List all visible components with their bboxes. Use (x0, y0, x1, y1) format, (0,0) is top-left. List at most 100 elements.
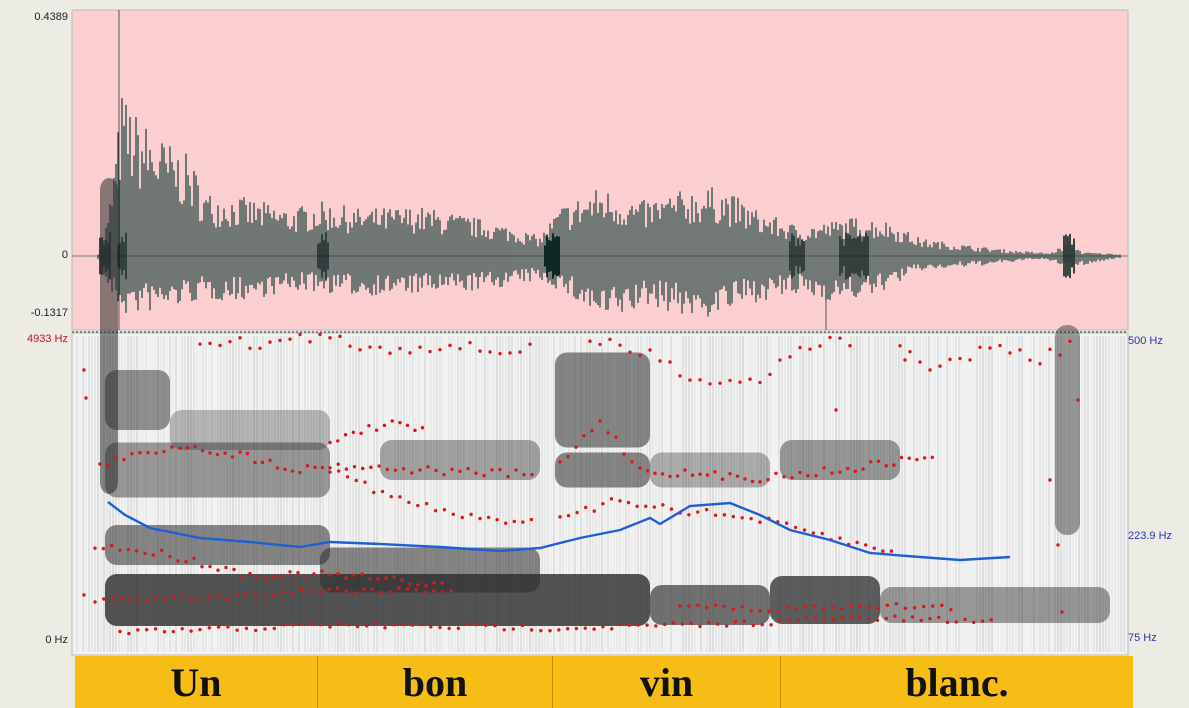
formant-point (163, 597, 167, 601)
formant-point (305, 464, 310, 468)
formant-point (972, 620, 976, 625)
spectrogram-column (241, 336, 243, 652)
formant-point (232, 567, 236, 572)
formant-point (313, 465, 317, 470)
formant-point (283, 467, 287, 471)
spectrogram-energy-bands (100, 178, 1110, 626)
formant-point (899, 455, 904, 460)
spectrogram-column (757, 336, 759, 652)
formant-point (869, 460, 873, 464)
spectrogram-column (973, 336, 975, 652)
spectrogram-column (175, 336, 177, 652)
spectrogram-column (457, 336, 459, 652)
spectrogram-column (544, 336, 546, 652)
spectrogram-column (1015, 336, 1017, 652)
spectrogram-column (622, 336, 624, 652)
formant-point (192, 556, 196, 561)
formant-point (822, 466, 826, 470)
spectrogram-column (1117, 336, 1119, 652)
spectrogram-column (781, 336, 783, 652)
spectrogram-column (946, 336, 948, 652)
formant-point (766, 477, 770, 482)
formant-point (705, 473, 710, 477)
formant-point (434, 468, 438, 473)
formant-point (575, 510, 579, 515)
formant-point (683, 468, 687, 472)
formant-point (921, 604, 926, 609)
spectrogram-column (502, 336, 504, 652)
spectrogram-column (403, 336, 405, 652)
formant-point (268, 458, 272, 462)
spectrogram-column (1123, 336, 1125, 652)
formant-point (193, 444, 197, 449)
formant-point (749, 516, 753, 521)
word-interval[interactable]: bon (318, 656, 553, 708)
spectrogram-column (868, 336, 870, 652)
spectrogram-column (376, 336, 378, 652)
spectrogram-column (931, 336, 933, 652)
formant-point (466, 466, 470, 471)
formant-point (198, 342, 202, 346)
formant-point (401, 467, 406, 471)
spectrogram-column (172, 336, 174, 652)
word-tier[interactable]: Un bon vin blanc. (75, 656, 1133, 708)
formant-point (831, 605, 835, 610)
formant-point (875, 618, 880, 623)
formant-point (669, 507, 674, 511)
spectrogram-column (160, 336, 162, 652)
word-interval[interactable]: blanc. (905, 659, 1009, 705)
word-interval[interactable]: vin (553, 656, 781, 708)
formant-point (910, 615, 915, 619)
word-interval[interactable]: Un (75, 656, 318, 708)
formant-point (374, 621, 378, 625)
formant-point (731, 607, 736, 612)
formant-point (1048, 347, 1052, 351)
energy-band (105, 370, 170, 430)
formant-point (328, 573, 332, 577)
formant-point (390, 419, 394, 423)
formant-point (954, 620, 958, 624)
formant-point (504, 521, 508, 525)
formant-point (484, 623, 488, 627)
energy-band (880, 587, 1110, 623)
spectrogram-column (574, 336, 576, 652)
spectrogram-column (397, 336, 399, 652)
formant-point (1056, 543, 1060, 547)
formant-point (902, 619, 906, 623)
formant-point (1048, 478, 1052, 482)
formant-point (474, 622, 479, 627)
formant-point (908, 349, 912, 354)
formant-point (207, 595, 211, 599)
formant-point (382, 423, 387, 428)
spectrogram-column (196, 336, 198, 652)
spectrogram-column (277, 336, 279, 652)
formant-point (478, 516, 482, 521)
formant-point (793, 525, 798, 530)
formant-point (144, 627, 149, 632)
formant-point (428, 349, 432, 354)
spectrogram-column (982, 336, 984, 652)
formant-point (368, 576, 372, 581)
spectrogram-column (127, 336, 129, 652)
formant-point (867, 616, 871, 621)
formant-point (433, 509, 438, 513)
formant-point (465, 622, 470, 626)
spectrogram-column (205, 336, 207, 652)
formant-point (238, 450, 242, 454)
spectrogram-column (610, 336, 612, 652)
spectrogram-column (508, 336, 510, 652)
formant-point (376, 577, 380, 581)
spectrogram-column (1024, 336, 1026, 652)
energy-band (1055, 325, 1080, 535)
formant-point (319, 623, 323, 627)
formant-point (767, 609, 771, 614)
spectrogram-column (400, 336, 402, 652)
formant-point (811, 531, 816, 535)
formant-point (328, 466, 332, 470)
spectrogram-column (994, 336, 996, 652)
spectrogram-column (541, 336, 543, 652)
spectrogram-column (979, 336, 981, 652)
formant-point (658, 359, 662, 363)
formant-point (716, 622, 720, 626)
